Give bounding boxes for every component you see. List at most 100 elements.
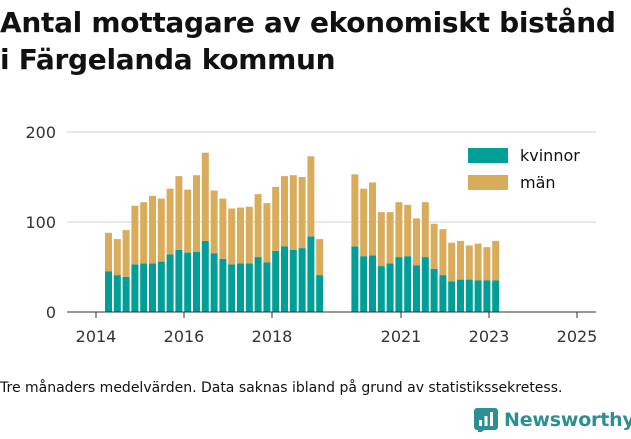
bar-man-39 xyxy=(448,242,456,282)
bar-kvinnor-22 xyxy=(298,248,306,312)
bar-man-43 xyxy=(483,247,491,281)
bar-man-38 xyxy=(439,229,447,276)
bar-kvinnor-37 xyxy=(430,268,438,312)
chart: 0 100 200 2014 2016 2018 2021 2023 2025 kvinnor… xyxy=(25,123,598,346)
x-tick-label-2023: 2023 xyxy=(469,327,510,346)
bar-man-22 xyxy=(298,177,306,249)
bar-man-20 xyxy=(281,176,288,247)
bar-man-4 xyxy=(140,202,148,264)
bar-kvinnor-11 xyxy=(201,240,209,312)
bar-man-41 xyxy=(465,245,473,280)
bar-kvinnor-24 xyxy=(316,275,324,312)
bar-man-36 xyxy=(421,202,429,258)
bar-man-13 xyxy=(219,198,227,259)
bar-kvinnor-32 xyxy=(386,263,394,312)
legend: kvinnor män xyxy=(468,146,580,192)
bar-man-8 xyxy=(175,176,183,250)
bar-kvinnor-29 xyxy=(360,256,368,312)
footnote: Tre månaders medelvärden. Data saknas ib… xyxy=(0,380,563,396)
bar-man-14 xyxy=(228,208,236,265)
bar-kvinnor-20 xyxy=(281,246,288,312)
bar-kvinnor-12 xyxy=(210,253,218,312)
bar-kvinnor-15 xyxy=(237,263,244,312)
bar-kvinnor-40 xyxy=(457,279,464,312)
x-tick-label-2016: 2016 xyxy=(164,327,205,346)
bar-man-31 xyxy=(377,212,385,267)
x-tick-label-2025: 2025 xyxy=(557,327,598,346)
bar-man-37 xyxy=(430,223,438,269)
bars xyxy=(105,152,500,312)
bar-man-19 xyxy=(272,186,280,251)
bar-kvinnor-39 xyxy=(448,281,456,312)
legend-swatch-kvinnor xyxy=(468,148,508,163)
bar-kvinnor-36 xyxy=(421,257,429,312)
legend-label-kvinnor: kvinnor xyxy=(520,146,580,165)
bar-man-23 xyxy=(307,156,315,237)
bar-kvinnor-19 xyxy=(272,250,280,312)
x-tick-label-2018: 2018 xyxy=(252,327,293,346)
bar-kvinnor-3 xyxy=(131,264,139,312)
bar-man-30 xyxy=(369,182,376,256)
x-tick-labels: 2014 2016 2018 2021 2023 2025 xyxy=(76,312,598,346)
bar-man-18 xyxy=(263,203,271,263)
bar-man-1 xyxy=(113,239,121,276)
bar-man-28 xyxy=(351,174,359,247)
bar-man-15 xyxy=(237,207,244,264)
bar-kvinnor-0 xyxy=(105,271,112,312)
bar-man-40 xyxy=(457,240,464,280)
bar-kvinnor-7 xyxy=(166,254,174,312)
bar-kvinnor-41 xyxy=(465,279,473,312)
bar-kvinnor-5 xyxy=(149,263,156,312)
bar-kvinnor-30 xyxy=(369,255,376,312)
newsworthy-logo: Newsworthy xyxy=(474,408,631,432)
bar-kvinnor-23 xyxy=(307,236,315,312)
bar-kvinnor-21 xyxy=(289,249,297,312)
legend-swatch-man xyxy=(468,175,508,190)
bar-kvinnor-34 xyxy=(404,256,412,312)
bar-man-24 xyxy=(316,239,324,276)
bar-man-2 xyxy=(122,230,130,277)
bar-kvinnor-1 xyxy=(113,275,121,312)
bar-man-42 xyxy=(474,243,482,281)
brand-name: Newsworthy xyxy=(504,409,631,431)
x-tick-label-2014: 2014 xyxy=(76,327,117,346)
y-tick-label-0: 0 xyxy=(46,303,56,322)
x-tick-label-2021: 2021 xyxy=(381,327,422,346)
bar-kvinnor-13 xyxy=(219,258,227,312)
bar-kvinnor-8 xyxy=(175,249,183,312)
bar-man-6 xyxy=(157,198,165,262)
bar-kvinnor-14 xyxy=(228,264,236,312)
bar-man-21 xyxy=(289,175,297,250)
bar-kvinnor-38 xyxy=(439,275,447,312)
chart-title: Antal mottagare av ekonomiskt bistånd i … xyxy=(0,6,616,76)
newsworthy-icon xyxy=(474,408,498,432)
bar-man-17 xyxy=(254,194,262,258)
bar-kvinnor-9 xyxy=(184,252,192,312)
bar-kvinnor-43 xyxy=(483,280,491,312)
bar-kvinnor-44 xyxy=(492,280,500,312)
bar-man-32 xyxy=(386,212,394,264)
bar-kvinnor-17 xyxy=(254,257,262,312)
bar-kvinnor-42 xyxy=(474,280,482,312)
bar-kvinnor-10 xyxy=(193,251,200,312)
bar-man-35 xyxy=(413,218,420,266)
bar-man-0 xyxy=(105,232,112,272)
bar-man-12 xyxy=(210,190,218,254)
bar-man-3 xyxy=(131,205,139,265)
bar-kvinnor-33 xyxy=(395,257,403,312)
y-tick-labels: 0 100 200 xyxy=(25,123,56,322)
y-tick-label-200: 200 xyxy=(25,123,56,142)
bar-kvinnor-2 xyxy=(122,276,130,312)
bar-man-7 xyxy=(166,188,174,255)
bar-man-44 xyxy=(492,240,500,281)
bar-kvinnor-16 xyxy=(245,263,253,312)
y-tick-label-100: 100 xyxy=(25,213,56,232)
bar-man-10 xyxy=(193,175,200,252)
bar-man-16 xyxy=(245,206,253,264)
legend-label-man: män xyxy=(520,173,556,192)
bar-kvinnor-4 xyxy=(140,263,148,312)
bar-man-33 xyxy=(395,202,403,258)
bar-kvinnor-35 xyxy=(413,265,420,312)
bar-man-11 xyxy=(201,152,209,241)
bar-kvinnor-18 xyxy=(263,262,271,312)
